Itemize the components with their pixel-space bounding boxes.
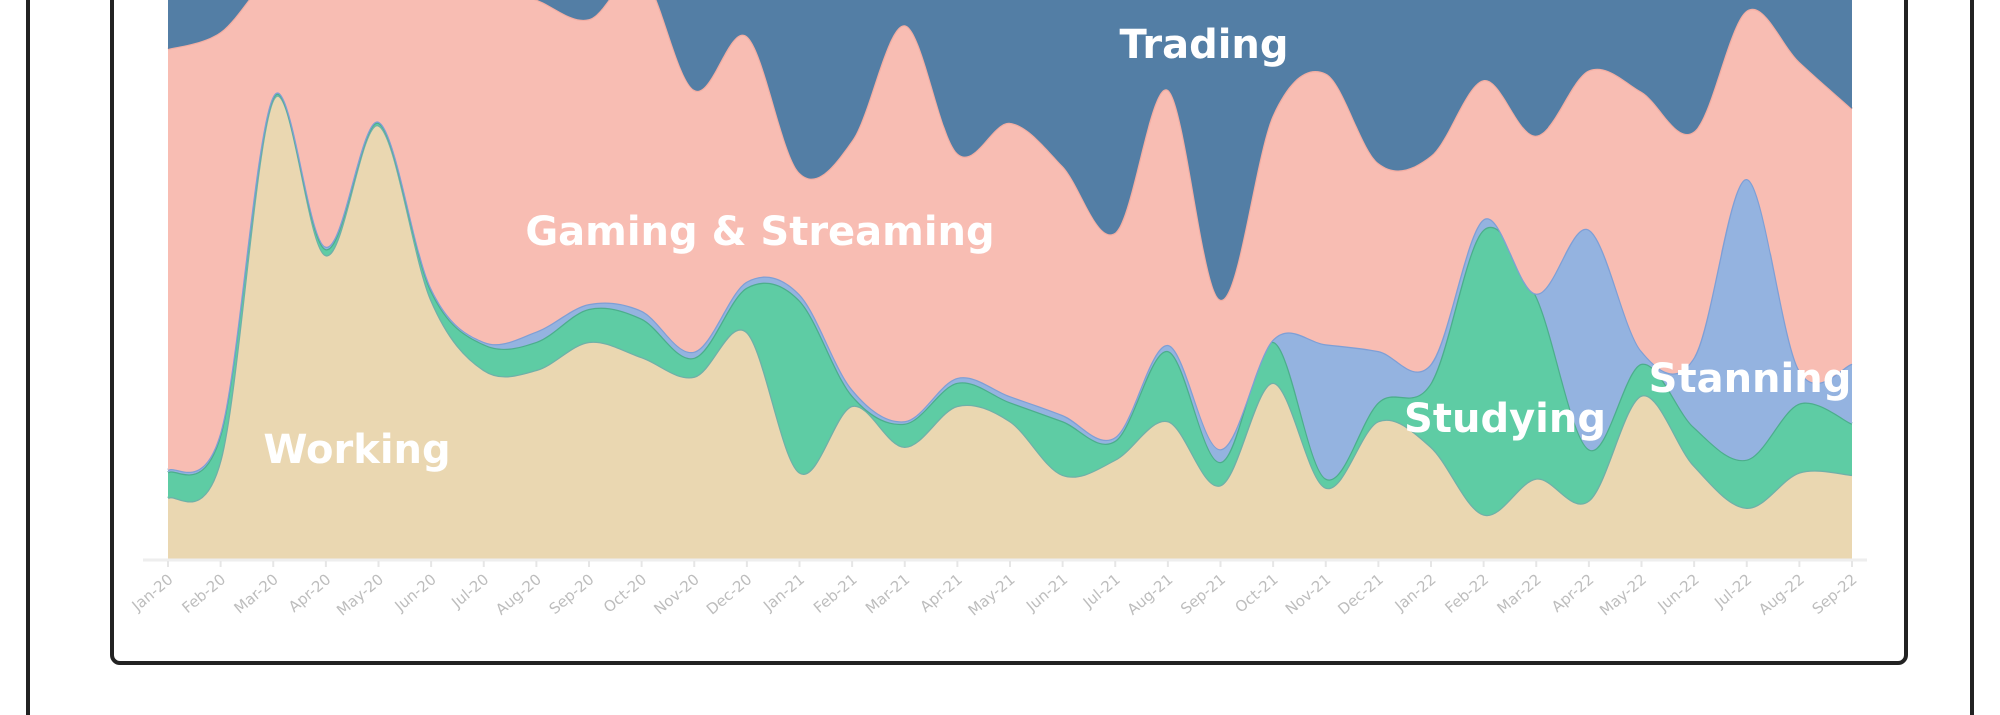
area bbox=[168, 95, 1852, 559]
area bbox=[168, 0, 1852, 300]
series-label: Studying bbox=[1404, 396, 1606, 442]
series-label: Gaming & Streaming bbox=[525, 209, 994, 255]
area bbox=[168, 93, 1852, 515]
series-label: Stanning bbox=[1649, 356, 1852, 402]
series-label: Trading bbox=[1119, 22, 1288, 68]
series-label: Working bbox=[263, 427, 450, 473]
area bbox=[168, 92, 1852, 480]
area bbox=[168, 0, 1852, 472]
